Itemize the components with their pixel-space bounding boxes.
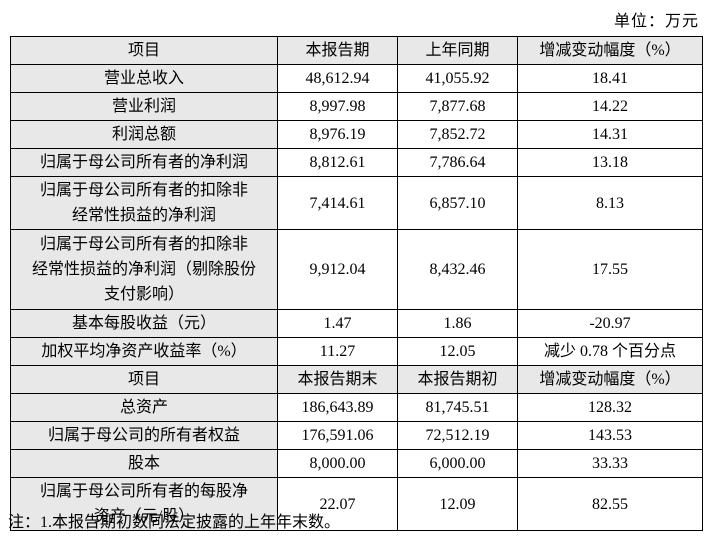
- column-header-item: 项目: [10, 365, 278, 394]
- column-header-change: 增减变动幅度（%）: [517, 365, 703, 394]
- value-prior: 1.86: [397, 309, 518, 338]
- row-label: 总资产: [10, 393, 278, 422]
- value-current: 8,812.61: [277, 148, 398, 177]
- row-label: 股本: [10, 449, 278, 478]
- value-change: 18.41: [517, 64, 703, 93]
- value-prior: 72,512.19: [397, 421, 518, 450]
- value-current: 8,000.00: [277, 449, 398, 478]
- value-change: 143.53: [517, 421, 703, 450]
- value-change: 减少 0.78 个百分点: [517, 337, 703, 366]
- row-label: 加权平均净资产收益率（%）: [10, 337, 278, 366]
- column-header-current-period: 本报告期: [277, 36, 398, 65]
- value-prior: 6,000.00: [397, 449, 518, 478]
- column-header-item: 项目: [10, 36, 278, 65]
- table-header-row: 项目 本报告期 上年同期 增减变动幅度（%）: [10, 36, 703, 65]
- row-label: 归属于母公司所有者的扣除非 经常性损益的净利润: [10, 176, 278, 230]
- table-row: 归属于母公司所有者的扣除非 经常性损益的净利润 7,414.61 6,857.1…: [10, 176, 703, 230]
- value-prior: 8,432.46: [397, 229, 518, 310]
- row-label: 利润总额: [10, 120, 278, 149]
- value-current: 176,591.06: [277, 421, 398, 450]
- row-label: 归属于母公司所有者的净利润: [10, 148, 278, 177]
- column-header-period-begin: 本报告期初: [397, 365, 518, 394]
- value-change: 82.55: [517, 477, 703, 531]
- value-change: 14.31: [517, 120, 703, 149]
- value-prior: 12.05: [397, 337, 518, 366]
- table-header-row: 项目 本报告期末 本报告期初 增减变动幅度（%）: [10, 365, 703, 394]
- unit-label: 单位：万元: [613, 13, 699, 30]
- value-current: 11.27: [277, 337, 398, 366]
- row-label: 营业总收入: [10, 64, 278, 93]
- column-header-period-end: 本报告期末: [277, 365, 398, 394]
- row-label: 归属于母公司的所有者权益: [10, 421, 278, 450]
- table-row: 归属于母公司所有者的扣除非 经常性损益的净利润（剔除股份 支付影响） 9,912…: [10, 229, 703, 310]
- value-current: 8,997.98: [277, 92, 398, 121]
- value-change: 13.18: [517, 148, 703, 177]
- value-change: -20.97: [517, 309, 703, 338]
- value-change: 33.33: [517, 449, 703, 478]
- value-change: 8.13: [517, 176, 703, 230]
- table-row: 股本 8,000.00 6,000.00 33.33: [10, 449, 703, 478]
- table-row: 营业总收入 48,612.94 41,055.92 18.41: [10, 64, 703, 93]
- value-current: 9,912.04: [277, 229, 398, 310]
- value-change: 17.55: [517, 229, 703, 310]
- value-prior: 41,055.92: [397, 64, 518, 93]
- table-row: 归属于母公司所有者的净利润 8,812.61 7,786.64 13.18: [10, 148, 703, 177]
- table-row: 基本每股收益（元） 1.47 1.86 -20.97: [10, 309, 703, 338]
- value-prior: 12.09: [397, 477, 518, 531]
- table-row: 总资产 186,643.89 81,745.51 128.32: [10, 393, 703, 422]
- row-label: 营业利润: [10, 92, 278, 121]
- row-label: 归属于母公司所有者的扣除非 经常性损益的净利润（剔除股份 支付影响）: [10, 229, 278, 310]
- table-row: 归属于母公司所有者的每股净 资产（元/股） 22.07 12.09 82.55: [10, 477, 703, 531]
- value-current: 48,612.94: [277, 64, 398, 93]
- value-prior: 7,786.64: [397, 148, 518, 177]
- table-row: 加权平均净资产收益率（%） 11.27 12.05 减少 0.78 个百分点: [10, 337, 703, 366]
- financial-summary-table: 项目 本报告期 上年同期 增减变动幅度（%） 营业总收入 48,612.94 4…: [10, 36, 703, 531]
- value-current: 8,976.19: [277, 120, 398, 149]
- value-current: 186,643.89: [277, 393, 398, 422]
- table-row: 利润总额 8,976.19 7,852.72 14.31: [10, 120, 703, 149]
- value-prior: 7,852.72: [397, 120, 518, 149]
- row-label: 归属于母公司所有者的每股净 资产（元/股）: [10, 477, 278, 531]
- value-current: 1.47: [277, 309, 398, 338]
- column-header-prior-period: 上年同期: [397, 36, 518, 65]
- value-prior: 6,857.10: [397, 176, 518, 230]
- value-current: 7,414.61: [277, 176, 398, 230]
- table-row: 营业利润 8,997.98 7,877.68 14.22: [10, 92, 703, 121]
- table-row: 归属于母公司的所有者权益 176,591.06 72,512.19 143.53: [10, 421, 703, 450]
- value-prior: 81,745.51: [397, 393, 518, 422]
- value-change: 128.32: [517, 393, 703, 422]
- value-change: 14.22: [517, 92, 703, 121]
- footnote: 注：1.本报告期初数同法定披露的上年年末数。: [8, 514, 341, 531]
- row-label: 基本每股收益（元）: [10, 309, 278, 338]
- column-header-change: 增减变动幅度（%）: [517, 36, 703, 65]
- value-prior: 7,877.68: [397, 92, 518, 121]
